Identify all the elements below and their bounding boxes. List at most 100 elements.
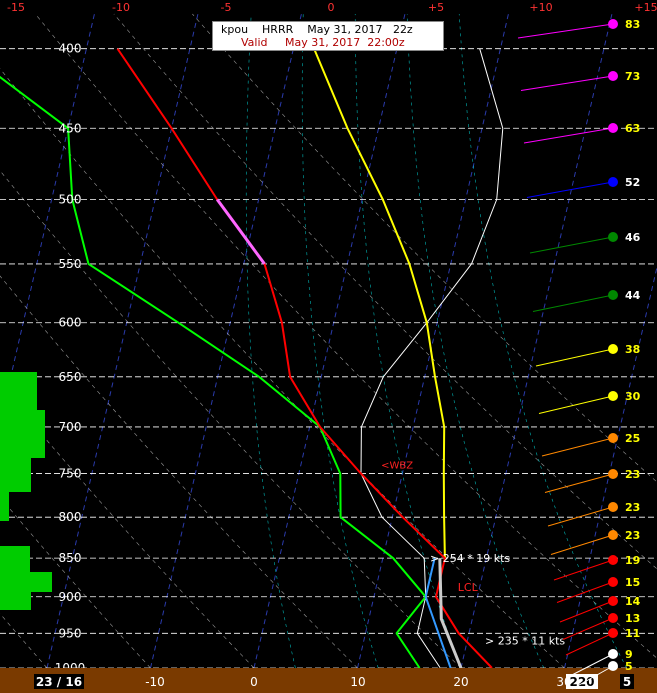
wind-speed-value: 23 <box>625 501 640 514</box>
wind-dot <box>608 502 618 512</box>
rh-bars <box>0 372 52 610</box>
rh-bar <box>0 572 52 592</box>
surface-td-box <box>34 674 84 689</box>
wind-speed-value: 19 <box>625 554 640 567</box>
wind-dot <box>608 469 618 479</box>
rh-bar <box>0 546 30 572</box>
wind-speed-value: 9 <box>625 648 633 661</box>
wind-speed-label: 5 <box>623 675 631 689</box>
dry-adiabat-line <box>0 68 565 669</box>
wind-dot <box>608 661 618 671</box>
top-axis-tick: -10 <box>112 1 130 14</box>
dry-adiabat-line <box>0 170 462 669</box>
wind-dot <box>608 433 618 443</box>
wind-speed-value: 5 <box>625 660 633 673</box>
wind-staff <box>556 581 614 603</box>
dendritic-zone-trace <box>215 198 266 265</box>
wind-label: > 235 * 11 kts <box>485 634 565 647</box>
pressure-label: 600 <box>59 316 82 330</box>
wind-speed-value: 30 <box>625 390 641 403</box>
top-axis-tick: -15 <box>7 1 25 14</box>
wind-dot <box>608 555 618 565</box>
pressure-label: 650 <box>59 370 82 384</box>
wind-speed-value: 14 <box>625 595 641 608</box>
wind-dot <box>608 649 618 659</box>
wind-staff <box>541 437 614 457</box>
wind-dot <box>608 123 618 133</box>
dry-adiabat-line <box>0 275 358 669</box>
wind-dot <box>608 290 618 300</box>
dewpoint-trace <box>0 75 427 669</box>
isotherm-line <box>253 13 406 669</box>
rh-bar <box>0 372 37 410</box>
top-axis-tick: +10 <box>529 1 552 14</box>
bottom-axis-tick: -10 <box>145 675 165 689</box>
bottom-axis-tick: 0 <box>250 675 258 689</box>
wind-staff <box>529 236 614 254</box>
pressure-label: 750 <box>59 467 82 481</box>
wind-dot <box>608 71 618 81</box>
wind-staff <box>565 632 614 656</box>
wind-speed-value: 25 <box>625 432 640 445</box>
bottom-axis-tick: 20 <box>453 675 468 689</box>
wind-staff <box>547 506 614 527</box>
wind-dot <box>608 613 618 623</box>
header-line2: Valid May 31, 2017 22:00z <box>241 36 405 49</box>
wind-speed-value: 15 <box>625 576 640 589</box>
wind-speed-value: 23 <box>625 529 640 542</box>
wind-speed-value: 23 <box>625 468 640 481</box>
top-axis-tick: 0 <box>328 1 335 14</box>
isotherm-line <box>150 13 302 669</box>
wbz-label: <WBZ <box>381 460 413 471</box>
moist-adiabat-line <box>458 13 627 669</box>
moist-adiabat-line <box>406 13 545 669</box>
wind-speed-value: 73 <box>625 70 640 83</box>
wind-staff <box>559 600 614 623</box>
pressure-label: 700 <box>59 420 82 434</box>
wind-dot <box>608 19 618 29</box>
dry-adiabat-line <box>0 496 151 669</box>
pressure-label: 550 <box>59 257 82 271</box>
wind-dot <box>608 530 618 540</box>
wind-speed-value: 83 <box>625 18 640 31</box>
moist-adiabat-line <box>245 13 296 669</box>
wind-staff <box>532 294 614 312</box>
wind-dot <box>608 391 618 401</box>
wind-dot <box>608 628 618 638</box>
wind-dot <box>608 232 618 242</box>
rh-bar <box>0 492 9 521</box>
wind-dot <box>608 344 618 354</box>
wind-speed-value: 52 <box>625 176 640 189</box>
isotherm-line <box>46 13 199 669</box>
wind-staff <box>568 653 614 677</box>
surface-td-label: 23 / 16 <box>36 675 82 689</box>
lcl-label: LCL <box>458 581 479 594</box>
wind-speed-value: 38 <box>625 343 640 356</box>
pressure-label: 800 <box>59 510 82 524</box>
sfc-parcel-trace <box>438 558 463 669</box>
pressure-label: 400 <box>59 42 82 56</box>
trace-layer <box>0 48 504 669</box>
wind-speed-value: 44 <box>625 289 641 302</box>
wind-staff <box>562 617 614 640</box>
rh-bar <box>0 410 45 458</box>
moist-adiabat-line <box>301 13 379 669</box>
top-axis-tick: -5 <box>221 1 232 14</box>
pressure-label: 500 <box>59 192 82 206</box>
isotherm-line <box>460 13 613 669</box>
grid-layer <box>0 13 657 669</box>
dry-adiabat-line <box>113 13 657 570</box>
isotherm-line <box>0 13 95 426</box>
wind-staff <box>553 559 614 581</box>
mixing-line-trace <box>424 557 452 669</box>
pressure-label: 850 <box>59 551 82 565</box>
bottom-axis-tick: 10 <box>350 675 365 689</box>
wind-speed-value: 46 <box>625 231 641 244</box>
wind-staff <box>526 181 614 198</box>
wind-staff <box>535 348 614 367</box>
wind-staff <box>571 665 614 690</box>
isotherm-line <box>357 13 509 669</box>
